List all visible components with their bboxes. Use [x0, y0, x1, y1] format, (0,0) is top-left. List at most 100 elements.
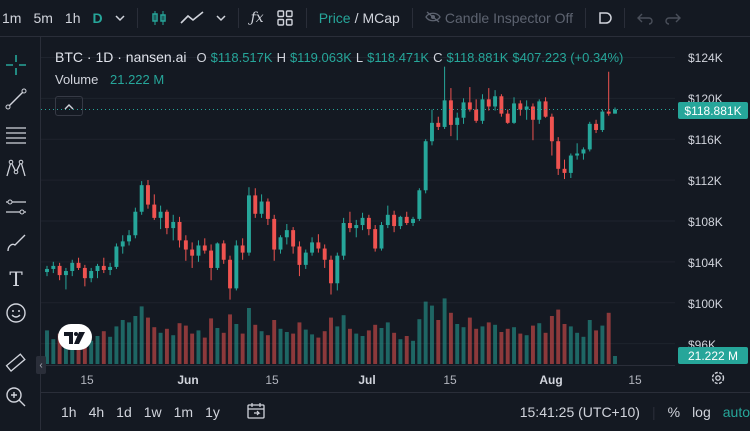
volume-bar	[575, 332, 580, 364]
volume-bar	[600, 325, 605, 364]
pattern-tool-icon[interactable]	[4, 157, 28, 181]
candle-body	[379, 225, 384, 249]
candle-body	[385, 214, 390, 226]
candle-inspector-toggle[interactable]: Candle Inspector Off	[419, 0, 579, 36]
candle-body	[524, 106, 529, 110]
volume-bar	[360, 336, 365, 364]
volume-bar	[493, 324, 498, 364]
interval-dropdown-chevron-icon[interactable]	[109, 0, 131, 36]
volume-bar	[486, 322, 491, 364]
emoji-icon[interactable]	[4, 301, 28, 325]
chart-settings-gear-icon[interactable]	[710, 370, 726, 391]
date-range-calendar-icon[interactable]	[240, 402, 272, 423]
interval-d[interactable]: D	[92, 10, 103, 26]
candle-body	[347, 222, 352, 229]
range-1h[interactable]: 1h	[61, 404, 77, 420]
percent-scale-toggle[interactable]: %	[667, 404, 681, 420]
crosshair-icon[interactable]	[4, 53, 28, 77]
candle-body	[133, 211, 138, 236]
measure-tool-icon[interactable]	[4, 195, 28, 219]
range-4h[interactable]: 4h	[88, 404, 105, 420]
volume-bar	[499, 332, 504, 364]
collapse-legend-button[interactable]	[55, 96, 83, 116]
chart-pane[interactable]	[41, 37, 675, 364]
interval-1h[interactable]: 1h	[64, 10, 81, 26]
volume-bar	[63, 335, 68, 364]
range-1y[interactable]: 1y	[205, 404, 220, 420]
range-1d[interactable]: 1d	[116, 404, 132, 420]
volume-bar	[411, 340, 416, 364]
candle-body	[455, 117, 460, 125]
candle-body	[171, 221, 176, 229]
price-tick: $108K	[688, 215, 723, 229]
undo-icon[interactable]	[631, 0, 659, 36]
range-1w[interactable]: 1w	[143, 404, 162, 420]
volume-bar	[265, 335, 270, 364]
volume-bar	[587, 320, 592, 364]
candle-body	[146, 185, 150, 205]
volume-bar	[234, 324, 239, 364]
volume-bar	[467, 317, 472, 364]
brush-icon[interactable]	[4, 231, 28, 255]
auto-scale-toggle[interactable]: auto	[722, 404, 750, 420]
open-value: $118.517K	[210, 49, 273, 65]
price-toggle-label: Price	[318, 10, 351, 26]
fib-lines-icon[interactable]	[4, 123, 28, 147]
candle-body	[114, 246, 119, 267]
price-scale[interactable]: $124K $120K $116K $112K $108K $104K $100…	[676, 37, 750, 364]
volume-bar	[120, 320, 125, 364]
candle-body	[177, 221, 182, 241]
volume-bar	[108, 336, 113, 364]
time-tick: 15	[443, 373, 457, 387]
candle-body	[164, 211, 169, 229]
current-price-tag: $118.881K	[678, 102, 748, 119]
time-tick: 15	[628, 373, 642, 387]
volume-bar	[417, 319, 422, 364]
trend-line-icon[interactable]	[4, 87, 28, 111]
toolbar-divider	[624, 8, 625, 28]
candle-body	[518, 103, 523, 110]
candle-body	[51, 265, 56, 269]
volume-bar	[537, 323, 542, 364]
volume-bar	[196, 330, 201, 364]
zoom-in-icon[interactable]	[4, 385, 28, 409]
indicators-fx-icon[interactable]: ƒx	[250, 10, 264, 26]
candle-body	[398, 216, 403, 227]
line-chart-type-icon[interactable]	[174, 0, 210, 36]
layout-grid-icon[interactable]	[270, 0, 300, 36]
log-scale-toggle[interactable]: log	[692, 404, 711, 420]
candle-body	[430, 122, 434, 142]
ruler-icon[interactable]	[4, 351, 28, 375]
candle-body	[190, 249, 195, 256]
time-scale[interactable]: 15 Jun 15 Jul 15 Aug 15	[41, 365, 675, 392]
candle-body	[499, 96, 504, 114]
redo-icon[interactable]	[659, 0, 687, 36]
candle-body	[284, 230, 289, 238]
toolbar-divider	[237, 8, 239, 28]
candle-body	[221, 243, 226, 260]
symbol-title[interactable]: BTC · 1D · nansen.ai	[55, 49, 187, 65]
interval-1m[interactable]: 1m	[2, 10, 22, 26]
volume-bar	[543, 332, 548, 364]
price-mcap-toggle[interactable]: Price / MCap	[313, 0, 406, 36]
interval-5m[interactable]: 5m	[33, 10, 53, 26]
candle-body	[63, 271, 68, 276]
volume-bar	[568, 326, 573, 364]
clock-timezone[interactable]: 15:41:25 (UTC+10)	[519, 404, 640, 420]
candle-body	[354, 225, 359, 229]
chart-type-chevron-icon[interactable]	[210, 0, 232, 36]
range-1m[interactable]: 1m	[173, 404, 194, 420]
volume-bar	[228, 314, 232, 364]
candle-body	[568, 155, 573, 173]
candle-body	[108, 266, 113, 270]
volume-bar	[366, 330, 371, 364]
candle-body	[120, 241, 125, 247]
snapshot-icon[interactable]	[592, 0, 618, 36]
text-tool-icon[interactable]: T	[9, 267, 23, 291]
change-value: $407.223 (+0.34%)	[512, 49, 624, 65]
volume-label: Volume	[55, 72, 99, 87]
candles-chart-type-icon[interactable]	[144, 0, 174, 36]
candle-body	[448, 100, 453, 125]
volume-bar	[474, 328, 479, 364]
low-label: L	[355, 49, 364, 65]
